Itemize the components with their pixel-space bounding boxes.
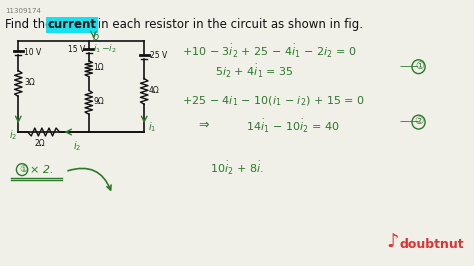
Text: b: b <box>92 32 99 42</box>
Text: +10 $-$ 3$\dot{i}_2$ + 25 $-$ 4$\dot{i}_1$ $-$ 2$i_2$ = 0: +10 $-$ 3$\dot{i}_2$ + 25 $-$ 4$\dot{i}_… <box>182 43 356 60</box>
Text: 2Ω: 2Ω <box>34 139 45 148</box>
Text: $i_2$: $i_2$ <box>73 139 81 153</box>
Text: doubtnut: doubtnut <box>400 238 465 251</box>
Text: $i_2$: $i_2$ <box>9 128 17 142</box>
Text: 14$\dot{i}_1$ $-$ 10$\dot{i}_2$ = 40: 14$\dot{i}_1$ $-$ 10$\dot{i}_2$ = 40 <box>246 118 339 135</box>
Text: ——: —— <box>400 116 419 126</box>
Text: 10$\dot{i}_2$ + 8$\dot{i}$.: 10$\dot{i}_2$ + 8$\dot{i}$. <box>210 160 264 177</box>
Text: 25 V: 25 V <box>150 51 167 60</box>
Text: ⇒: ⇒ <box>199 118 209 131</box>
Text: current: current <box>47 18 96 31</box>
Text: ——: —— <box>400 61 419 71</box>
Text: +25 $-$ 4$i_1$ $-$ 10($i_1$ $-$ $i_2$) + 15 = 0: +25 $-$ 4$i_1$ $-$ 10($i_1$ $-$ $i_2$) +… <box>182 94 365 108</box>
Text: 5$i_2$ + 4$\dot{i}_1$ = 35: 5$i_2$ + 4$\dot{i}_1$ = 35 <box>215 63 293 80</box>
Text: $i_1$: $i_1$ <box>92 43 100 55</box>
Text: in each resistor in the circuit as shown in fig.: in each resistor in the circuit as shown… <box>94 18 364 31</box>
Text: 3Ω: 3Ω <box>24 78 35 87</box>
Text: ♪: ♪ <box>387 232 399 251</box>
Text: 10 V: 10 V <box>24 48 41 57</box>
Text: $i_1$: $i_1$ <box>148 120 156 134</box>
Text: 4Ω: 4Ω <box>149 86 160 95</box>
Text: 1Ω: 1Ω <box>93 63 104 72</box>
FancyArrowPatch shape <box>68 168 111 190</box>
Text: ①: ① <box>19 165 27 174</box>
Text: 11309174: 11309174 <box>5 8 41 14</box>
Text: ①: ① <box>416 61 425 71</box>
Text: × 2.: × 2. <box>29 165 53 175</box>
Text: ②: ② <box>414 116 423 126</box>
Text: $-i_2$: $-i_2$ <box>101 43 117 55</box>
Text: 15 V: 15 V <box>68 45 85 54</box>
Text: 9Ω: 9Ω <box>93 97 104 106</box>
Text: Find the: Find the <box>5 18 56 31</box>
